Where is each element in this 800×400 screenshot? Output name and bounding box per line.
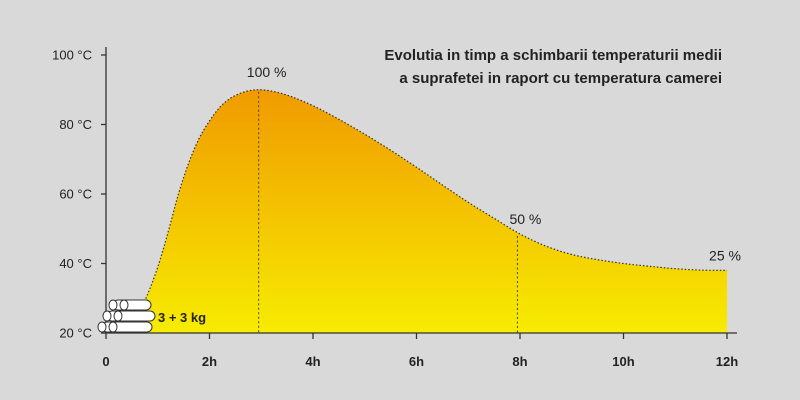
annotation-label-2: 25 % [709, 247, 741, 263]
x-tick-label: 0 [102, 354, 109, 369]
area-fill [129, 89, 728, 334]
x-tick-label: 2h [202, 354, 217, 369]
y-tick-label: 100 °C [52, 48, 92, 63]
log-end [113, 310, 123, 322]
y-tick-label: 40 °C [59, 256, 92, 271]
load-label: 3 + 3 kg [158, 310, 206, 325]
x-tick-label: 6h [409, 354, 424, 369]
log-end [108, 299, 118, 311]
log-end [97, 321, 107, 333]
x-tick-label: 8h [512, 354, 527, 369]
y-tick-label: 60 °C [59, 187, 92, 202]
annotation-label-1: 50 % [509, 211, 541, 227]
log-end [108, 321, 118, 333]
chart-title-line-2: a suprafetei in raport cu temperatura ca… [399, 70, 722, 87]
log-stack-icon [97, 299, 156, 333]
annotation-label-0: 100 % [247, 64, 287, 80]
log-end [102, 310, 112, 322]
x-tick-label: 12h [716, 354, 738, 369]
area-outline-dotted [128, 89, 728, 330]
y-tick-label: 20 °C [59, 326, 92, 341]
chart-title-line-1: Evolutia in timp a schimbarii temperatur… [384, 47, 722, 64]
x-tick-label: 4h [305, 354, 320, 369]
log-end [119, 299, 129, 311]
y-tick-label: 80 °C [59, 117, 92, 132]
chart-title: Evolutia in timp a schimbarii temperatur… [252, 44, 722, 90]
log-body [112, 299, 152, 311]
x-tick-label: 10h [612, 354, 634, 369]
